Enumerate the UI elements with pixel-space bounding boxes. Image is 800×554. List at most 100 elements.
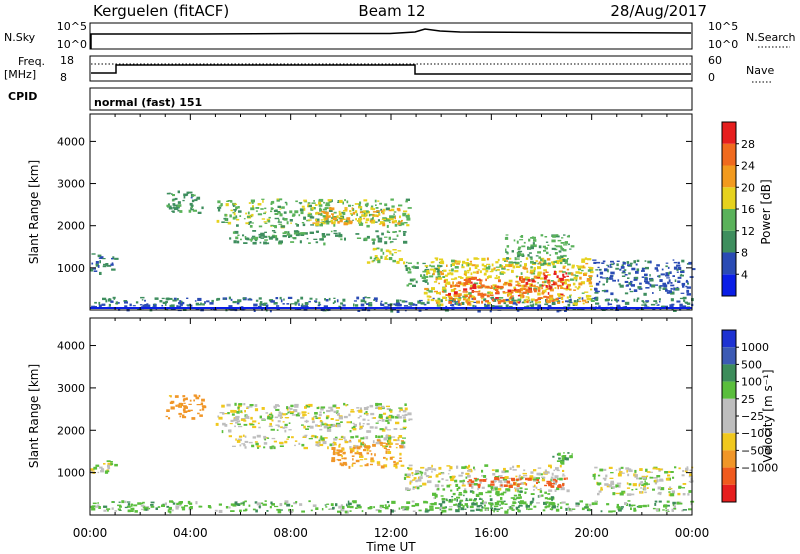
power-cell: [553, 270, 556, 273]
velocity-cell: [288, 429, 292, 431]
power-cell: [364, 296, 367, 299]
power-cell: [361, 214, 365, 217]
velocity-cell: [489, 503, 494, 506]
power-cell: [346, 217, 351, 221]
power-cell: [450, 304, 455, 306]
power-cell: [99, 260, 101, 264]
power-cell: [194, 199, 198, 202]
power-cell: [628, 272, 631, 275]
velocity-cell: [224, 413, 228, 415]
velocity-cell: [378, 406, 382, 410]
power-cell: [636, 299, 639, 303]
velocity-cell: [127, 503, 131, 506]
power-cell: [568, 243, 570, 246]
power-cell: [315, 241, 319, 244]
velocity-cell: [365, 436, 369, 440]
power-cell: [300, 234, 305, 236]
power-cell: [543, 249, 547, 252]
velocity-cell: [250, 416, 253, 420]
power-cell: [255, 207, 260, 209]
power-cell: [192, 194, 196, 197]
power-cell: [372, 211, 377, 213]
y-tick-label: 1000: [57, 262, 85, 275]
power-cell: [444, 283, 447, 286]
velocity-cell: [275, 424, 280, 426]
velocity-cell: [327, 446, 329, 450]
power-cell: [522, 288, 527, 291]
velocity-cell: [318, 443, 324, 447]
power-cell: [153, 306, 156, 308]
velocity-cell: [304, 406, 307, 409]
power-cell: [307, 202, 311, 204]
power-cell: [94, 306, 97, 308]
velocity-cell: [503, 479, 508, 483]
velocity-cell: [232, 504, 237, 507]
power-cell: [97, 265, 100, 268]
power-cell: [259, 301, 263, 305]
velocity-cell: [344, 510, 348, 514]
power-cell: [408, 302, 413, 305]
power-cell: [225, 203, 229, 207]
power-cell: [309, 297, 313, 300]
power-cell: [563, 259, 568, 262]
velocity-cell: [193, 399, 195, 402]
power-cell: [243, 218, 246, 220]
velocity-cell: [269, 506, 272, 509]
velocity-cell: [408, 488, 412, 491]
power-cell: [218, 205, 221, 207]
power-cell: [586, 278, 592, 281]
velocity-cell: [311, 421, 315, 424]
power-cell: [387, 231, 391, 233]
power-cell: [534, 302, 538, 306]
velocity-cell: [388, 439, 392, 443]
velocity-cell: [541, 478, 546, 482]
power-cell: [599, 276, 603, 279]
velocity-cell: [167, 509, 170, 513]
velocity-cell: [438, 472, 442, 475]
power-cell: [251, 237, 255, 239]
velocity-cell: [256, 434, 261, 438]
power-cell: [497, 301, 501, 305]
power-cell: [685, 301, 688, 304]
velocity-cell: [447, 473, 450, 475]
power-cell: [449, 272, 452, 275]
power-cell: [232, 231, 236, 234]
velocity-cell: [441, 497, 445, 501]
power-cell: [319, 223, 323, 227]
power-cell: [543, 276, 547, 280]
power-cell: [511, 262, 514, 266]
velocity-cell: [324, 422, 327, 425]
power-cell: [456, 263, 460, 265]
power-cell: [531, 299, 534, 303]
velocity-cell: [107, 462, 112, 466]
velocity-cell: [236, 410, 240, 414]
power-cell: [412, 265, 416, 269]
power-cell: [536, 276, 540, 279]
velocity-cell: [376, 461, 381, 464]
velocity-cell: [254, 408, 259, 412]
velocity-cell: [362, 425, 364, 428]
power-cell: [358, 220, 361, 224]
power-cell: [443, 289, 447, 293]
power-cell: [507, 289, 512, 293]
velocity-cell: [626, 487, 631, 489]
power-cell: [381, 232, 384, 236]
power-cell: [300, 211, 304, 215]
power-region: [166, 190, 204, 214]
velocity-cell: [301, 443, 305, 447]
velocity-cell: [356, 407, 360, 409]
power-cell: [233, 240, 237, 244]
velocity-cell: [653, 466, 658, 469]
power-cell: [390, 198, 394, 201]
power-cell: [352, 208, 355, 210]
power-cell: [375, 207, 379, 209]
velocity-cell: [523, 474, 528, 477]
velocity-cell: [487, 484, 492, 488]
power-cell: [290, 222, 292, 224]
power-cell: [631, 284, 635, 287]
power-cell: [587, 269, 591, 272]
velocity-cell: [620, 508, 624, 510]
velocity-cell: [474, 479, 478, 482]
power-cell: [365, 212, 368, 216]
